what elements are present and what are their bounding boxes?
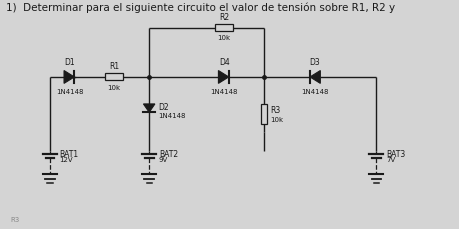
Polygon shape bbox=[143, 104, 155, 113]
Text: D2: D2 bbox=[158, 103, 169, 112]
Text: D1: D1 bbox=[64, 57, 75, 66]
Text: 10k: 10k bbox=[107, 85, 120, 90]
Text: R2: R2 bbox=[219, 13, 229, 22]
Text: BAT1: BAT1 bbox=[60, 149, 79, 158]
Text: 1N4148: 1N4148 bbox=[56, 89, 84, 95]
Polygon shape bbox=[64, 71, 74, 84]
Text: 10k: 10k bbox=[270, 116, 283, 123]
Text: 1)  Determinar para el siguiente circuito el valor de tensión sobre R1, R2 y: 1) Determinar para el siguiente circuito… bbox=[6, 3, 395, 13]
Text: 1N4148: 1N4148 bbox=[210, 89, 238, 95]
Bar bbox=[261, 104, 267, 125]
Text: R3: R3 bbox=[10, 216, 19, 222]
Polygon shape bbox=[218, 71, 229, 84]
Text: 9V: 9V bbox=[159, 157, 168, 163]
Text: R1: R1 bbox=[109, 62, 119, 71]
Text: D3: D3 bbox=[309, 57, 320, 66]
Polygon shape bbox=[310, 71, 320, 84]
Bar bbox=[105, 74, 123, 81]
Text: D4: D4 bbox=[219, 57, 230, 66]
Text: 1N4148: 1N4148 bbox=[301, 89, 328, 95]
Text: R3: R3 bbox=[270, 105, 280, 114]
Text: 10k: 10k bbox=[218, 35, 231, 41]
Text: 12V: 12V bbox=[60, 157, 73, 163]
Text: BAT3: BAT3 bbox=[386, 149, 405, 158]
Text: 1N4148: 1N4148 bbox=[158, 112, 186, 118]
Bar bbox=[215, 25, 234, 32]
Text: 7V: 7V bbox=[386, 157, 395, 163]
Text: BAT2: BAT2 bbox=[159, 149, 178, 158]
